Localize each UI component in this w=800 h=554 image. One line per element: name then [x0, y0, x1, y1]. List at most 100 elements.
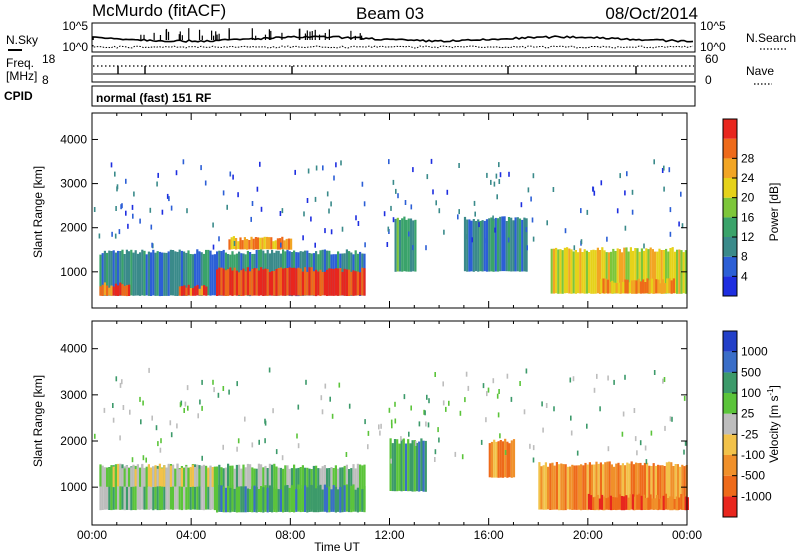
echo-cell: [641, 465, 644, 510]
echo-cell: [496, 218, 500, 272]
echo-cell: [479, 221, 482, 272]
echo-cell: [207, 249, 210, 296]
echo-cell: [185, 464, 188, 510]
echo-cell: [130, 467, 133, 487]
echo-cell: [595, 461, 598, 510]
echo-cell: [229, 267, 232, 296]
echo-cell: [339, 268, 342, 296]
echo-cell: [566, 247, 569, 294]
echo-speckle: [186, 208, 188, 214]
echo-cell: [156, 251, 159, 296]
echo-speckle: [331, 413, 334, 419]
echo-cell: [648, 465, 651, 510]
echo-cell: [252, 238, 255, 250]
echo-cell: [264, 268, 267, 296]
echo-cell: [411, 440, 414, 492]
echo-cell: [631, 280, 634, 294]
echo-speckle: [671, 416, 673, 422]
echo-speckle: [684, 440, 687, 446]
echo-speckle: [569, 377, 572, 383]
echo-cell: [114, 283, 117, 296]
echo-cell: [198, 468, 201, 487]
echo-cell: [553, 465, 556, 510]
echo-speckle: [467, 385, 470, 391]
echo-cell: [361, 465, 364, 510]
echo-speckle: [125, 210, 127, 216]
echo-cell: [158, 467, 161, 511]
echo-cell: [592, 249, 595, 294]
echo-cell: [398, 220, 402, 272]
echo-cell: [224, 270, 227, 296]
echo-speckle: [281, 208, 284, 214]
echo-speckle: [464, 397, 466, 403]
echo-cell: [586, 464, 589, 511]
velocity-echoes: [94, 367, 689, 513]
echo-cell: [510, 440, 513, 478]
echo-speckle: [410, 204, 413, 210]
echo-speckle: [438, 437, 440, 443]
echo-cell: [196, 284, 199, 296]
echo-cell: [141, 464, 144, 487]
power-ylabel: Slant Range [km]: [31, 166, 45, 258]
echo-speckle: [434, 457, 436, 462]
echo-cell: [238, 272, 241, 296]
echo-cell: [304, 485, 307, 512]
echo-speckle: [486, 172, 488, 178]
echo-cell: [218, 267, 221, 296]
echo-cell: [110, 251, 113, 296]
echo-cell: [185, 287, 188, 296]
echo-cell: [672, 466, 675, 510]
echo-cell: [638, 493, 641, 510]
echo-cell: [158, 251, 161, 297]
echo-cell: [618, 494, 621, 510]
date-title: 08/Oct/2014: [605, 4, 698, 23]
nave-tick-low: 0: [705, 73, 712, 87]
colorbar-tick-label: 100: [741, 386, 761, 400]
echo-cell: [488, 443, 491, 478]
echo-speckle: [552, 187, 555, 192]
echo-cell: [664, 283, 667, 294]
echo-cell: [262, 269, 265, 296]
echo-cell: [413, 440, 416, 492]
echo-speckle: [296, 433, 298, 439]
echo-speckle: [523, 409, 526, 415]
echo-cell: [562, 464, 565, 511]
echo-speckle: [613, 379, 615, 385]
echo-speckle: [259, 161, 261, 167]
echo-cell: [405, 219, 408, 272]
colorbar-swatch: [723, 237, 737, 257]
echo-cell: [674, 464, 677, 511]
nsky-trace: [92, 35, 694, 43]
echo-speckle: [418, 421, 421, 427]
echo-cell: [418, 441, 421, 492]
echo-speckle: [485, 417, 487, 423]
echo-cell: [191, 464, 194, 487]
echo-speckle: [329, 396, 331, 402]
echo-cell: [330, 489, 333, 512]
echo-cell: [273, 270, 276, 296]
echo-cell: [639, 462, 642, 510]
echo-speckle: [427, 422, 430, 428]
echo-cell: [389, 438, 392, 491]
echo-speckle: [669, 416, 672, 422]
echo-cell: [125, 465, 128, 510]
echo-cell: [183, 251, 186, 296]
echo-speckle: [251, 442, 254, 448]
echo-cell: [611, 280, 614, 294]
echo-cell: [249, 489, 252, 512]
echo-cell: [293, 486, 296, 513]
echo-cell: [668, 461, 671, 510]
echo-speckle: [424, 410, 426, 416]
echo-speckle: [275, 449, 278, 455]
echo-speckle: [142, 400, 144, 406]
echo-cell: [128, 468, 131, 487]
echo-cell: [202, 464, 205, 487]
echo-cell: [564, 464, 567, 511]
echo-cell: [198, 251, 201, 296]
echo-cell: [121, 249, 124, 296]
echo-cell: [108, 467, 111, 510]
echo-cell: [202, 466, 205, 511]
echo-speckle: [115, 206, 117, 211]
echo-cell: [350, 485, 353, 513]
